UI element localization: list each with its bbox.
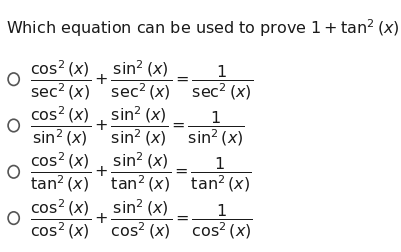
Text: $\dfrac{\cos^2(x)}{\tan^2(x)} + \dfrac{\sin^2(x)}{\tan^2(x)} = \dfrac{1}{\tan^2(: $\dfrac{\cos^2(x)}{\tan^2(x)} + \dfrac{\… bbox=[30, 150, 251, 194]
Text: $\dfrac{\cos^2(x)}{\sin^2(x)} + \dfrac{\sin^2(x)}{\sin^2(x)} = \dfrac{1}{\sin^2(: $\dfrac{\cos^2(x)}{\sin^2(x)} + \dfrac{\… bbox=[30, 104, 245, 148]
Text: Which equation can be used to prove $1 + \tan^2(x) = \sec^2(x)$?: Which equation can be used to prove $1 +… bbox=[6, 18, 401, 39]
Text: $\dfrac{\cos^2(x)}{\cos^2(x)} + \dfrac{\sin^2(x)}{\cos^2(x)} = \dfrac{1}{\cos^2(: $\dfrac{\cos^2(x)}{\cos^2(x)} + \dfrac{\… bbox=[30, 197, 253, 240]
Text: $\dfrac{\cos^2(x)}{\sec^2(x)} + \dfrac{\sin^2(x)}{\sec^2(x)} = \dfrac{1}{\sec^2(: $\dfrac{\cos^2(x)}{\sec^2(x)} + \dfrac{\… bbox=[30, 58, 253, 102]
